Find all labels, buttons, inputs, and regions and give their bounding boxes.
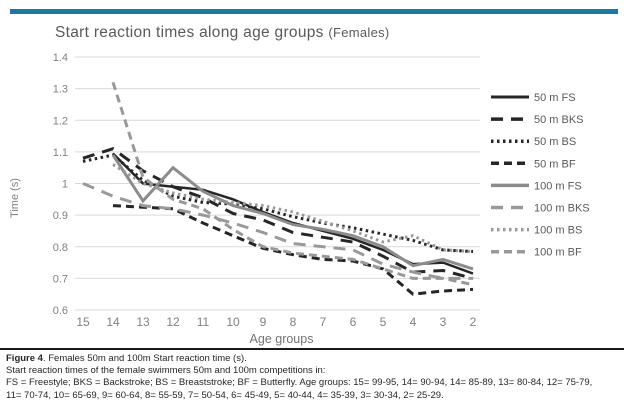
y-tick-label: 0.8	[53, 242, 68, 254]
x-axis-title: Age groups	[250, 332, 314, 346]
series-line-100-m-fs	[111, 154, 474, 271]
y-tick-label: 0.7	[53, 273, 68, 285]
reaction-time-line-chart: 1.4 1.3 1.2 1.1 1 0.9 0.8 0.7 0.6 15 14 13 12 11 10 9 8 7…	[9, 52, 590, 346]
x-tick-label: 4	[410, 315, 417, 329]
x-tick-label: 12	[166, 315, 180, 329]
legend-item-100-m-bs: 100 m BS	[491, 225, 582, 237]
caption-line-1: Figure 4. Females 50m and 100m Start rea…	[6, 353, 622, 365]
series-line-100-m-bf	[111, 81, 474, 287]
figure-label: Figure 4	[6, 353, 43, 364]
legend-item-50-m-bs: 50 m BS	[491, 136, 576, 148]
legend-item-50-m-bks: 50 m BKS	[491, 114, 584, 126]
chart-title-suffix: (Females)	[328, 25, 390, 40]
y-tick-label: 0.9	[53, 210, 68, 222]
legend-label: 50 m BKS	[534, 114, 584, 126]
legend-item-100-m-bks: 100 m BKS	[491, 203, 590, 215]
series-line-50-m-bs	[82, 153, 474, 253]
caption-line-4: 11= 70-74, 10= 65-69, 9= 60-64, 8= 55-59…	[6, 389, 444, 401]
caption-divider	[0, 348, 624, 350]
y-tick-label: 0.6	[53, 305, 68, 317]
legend-item-100-m-fs: 100 m FS	[491, 180, 582, 192]
y-tick-label: 1.1	[53, 147, 68, 159]
y-tick-label: 1.4	[53, 52, 68, 64]
x-tick-label: 8	[290, 315, 297, 329]
caption-line-1-text: . Females 50m and 100m Start reaction ti…	[42, 353, 247, 364]
y-axis-title: Time (s)	[9, 178, 21, 218]
legend-item-100-m-bf: 100 m BF	[491, 247, 582, 259]
x-tick-label: 13	[136, 315, 150, 329]
series-line-100-m-bs	[112, 163, 474, 253]
x-tick-label: 11	[197, 315, 210, 329]
y-tick-label: 1	[62, 179, 68, 191]
caption-line-3: FS = Freestyle; BKS = Backstroke; BS = B…	[6, 377, 593, 389]
legend-label: 100 m FS	[534, 180, 582, 192]
y-tick-label: 1.3	[53, 84, 68, 96]
y-tick-label: 1.2	[53, 115, 68, 127]
x-tick-label: 2	[470, 315, 477, 329]
chart-title: Start reaction times along age groups (F…	[55, 24, 390, 42]
x-tick-label: 14	[106, 315, 120, 329]
legend-label: 50 m BS	[534, 136, 576, 148]
x-tick-label: 7	[320, 315, 327, 329]
chart-title-main: Start reaction times along age groups	[55, 24, 324, 41]
legend-label: 50 m FS	[534, 92, 576, 104]
legend-label: 50 m BF	[534, 158, 576, 170]
series-line-100-m-bks	[82, 182, 473, 280]
legend-label: 100 m BS	[534, 225, 582, 237]
series-line-50-m-bf	[112, 204, 474, 296]
x-tick-label: 10	[226, 315, 240, 329]
legend-label: 100 m BF	[534, 247, 582, 259]
x-tick-label: 3	[440, 315, 447, 329]
caption-line-2: Start reaction times of the female swimm…	[6, 365, 326, 377]
figure-caption: Figure 4. Females 50m and 100m Start rea…	[6, 353, 622, 402]
top-accent-bar	[10, 9, 618, 14]
legend-label: 100 m BKS	[534, 203, 590, 215]
x-tick-label: 9	[260, 315, 267, 329]
legend-item-50-m-fs: 50 m FS	[491, 92, 576, 104]
x-tick-label: 15	[76, 315, 90, 329]
x-tick-label: 5	[380, 315, 387, 329]
x-tick-label: 6	[350, 315, 357, 329]
legend-item-50-m-bf: 50 m BF	[491, 158, 576, 170]
